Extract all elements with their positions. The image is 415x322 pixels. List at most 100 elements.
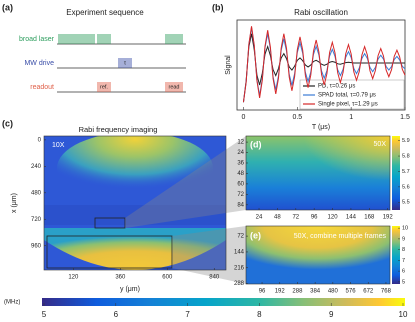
colorbar-label: 5 bbox=[42, 310, 47, 319]
x-tick-label: 192 bbox=[275, 289, 286, 295]
y-tick-label: 240 bbox=[31, 164, 42, 170]
colorbar-label: 6 bbox=[114, 310, 119, 319]
x-tick-label: 840 bbox=[209, 275, 220, 281]
colorbar-label: 5.9 bbox=[402, 138, 410, 144]
colorbar-label: 7 bbox=[185, 310, 190, 319]
x-tick-label: 384 bbox=[310, 289, 321, 295]
zoom-box-d bbox=[94, 217, 126, 229]
pulse bbox=[58, 34, 95, 44]
y-tick-label: 288 bbox=[234, 281, 245, 287]
panel-label: (e) bbox=[250, 230, 261, 240]
x-tick-label: 360 bbox=[115, 275, 126, 281]
x-tick-label: 0.5 bbox=[292, 114, 302, 121]
pulse bbox=[118, 58, 132, 68]
colorbar-label: 6 bbox=[402, 269, 405, 275]
panel-label: (b) bbox=[212, 2, 224, 12]
x-tick-label: 144 bbox=[346, 215, 357, 221]
x-tick-label: 600 bbox=[162, 275, 173, 281]
y-axis-label: Signal bbox=[225, 55, 232, 75]
colorbar-label: 9 bbox=[329, 310, 334, 319]
y-tick-label: 36 bbox=[237, 161, 244, 167]
colorbar-label: 5.5 bbox=[402, 200, 410, 206]
x-tick-label: 120 bbox=[328, 215, 339, 221]
panel-label: (c) bbox=[2, 118, 13, 128]
colorbar-d bbox=[392, 136, 400, 210]
pulse-label: ref. bbox=[100, 84, 108, 90]
x-tick-label: 1 bbox=[349, 114, 353, 121]
y-tick-label: 144 bbox=[234, 250, 245, 256]
colorbar-label: 5.6 bbox=[402, 184, 410, 190]
x-tick-label: 0 bbox=[242, 114, 246, 121]
y-tick-label: 0 bbox=[38, 137, 42, 143]
rabi-image-d bbox=[246, 136, 390, 210]
series-line bbox=[242, 26, 406, 103]
pulse bbox=[165, 82, 183, 92]
x-tick-label: 288 bbox=[292, 289, 303, 295]
rabi-image-e bbox=[246, 226, 390, 284]
zoom-connector bbox=[172, 226, 246, 284]
x-axis-label: y (μm) bbox=[120, 286, 140, 293]
colorbar-unit: (MHz) bbox=[4, 300, 20, 306]
y-tick-label: 216 bbox=[234, 265, 245, 271]
x-tick-label: 768 bbox=[381, 289, 392, 295]
y-tick-label: 480 bbox=[31, 190, 42, 196]
colorbar-label: 10 bbox=[402, 226, 408, 232]
colorbar-label: 5.7 bbox=[402, 169, 410, 175]
x-tick-label: 192 bbox=[383, 215, 394, 221]
colorbar-label: 10 bbox=[399, 310, 408, 319]
magnification: 50X bbox=[374, 141, 387, 148]
x-tick-label: 96 bbox=[311, 215, 318, 221]
magnification: 10X bbox=[52, 142, 65, 149]
legend-box bbox=[299, 79, 405, 110]
y-tick-label: 84 bbox=[237, 202, 244, 208]
pulse bbox=[97, 82, 111, 92]
pulse bbox=[97, 34, 111, 44]
colorbar-label: 5.8 bbox=[402, 153, 410, 159]
colorbar-label: 7 bbox=[402, 258, 405, 264]
x-tick-label: 24 bbox=[256, 215, 263, 221]
image-frame bbox=[245, 225, 391, 285]
series-line bbox=[242, 33, 405, 103]
x-tick-label: 72 bbox=[292, 215, 299, 221]
rabi-image-10x bbox=[44, 136, 226, 270]
colorbar-label: 9 bbox=[402, 236, 405, 242]
x-tick-label: 120 bbox=[68, 275, 79, 281]
y-tick-label: 60 bbox=[237, 181, 244, 187]
panel-label: (a) bbox=[2, 2, 13, 12]
y-tick-label: 72 bbox=[237, 192, 244, 198]
x-tick-label: 96 bbox=[259, 289, 266, 295]
x-tick-label: 576 bbox=[346, 289, 357, 295]
x-tick-label: 168 bbox=[364, 215, 375, 221]
x-tick-label: 48 bbox=[274, 215, 281, 221]
pulse-label: τ bbox=[124, 60, 127, 66]
pulse-label: read bbox=[168, 84, 179, 90]
legend-label: Single pixel, τ=1.29 μs bbox=[318, 102, 378, 108]
zoom-connector bbox=[125, 136, 246, 228]
x-tick-label: 1.5 bbox=[400, 114, 410, 121]
image-frame bbox=[43, 135, 227, 271]
legend-label: SPAD total, τ=0.79 μs bbox=[318, 93, 376, 99]
y-tick-label: 720 bbox=[31, 217, 42, 223]
image-frame bbox=[245, 135, 391, 211]
colorbar-label: 8 bbox=[257, 310, 262, 319]
chart-title: Rabi oscillation bbox=[294, 8, 348, 17]
magnification: 50X, combine multiple frames bbox=[294, 233, 387, 240]
colorbar-label: 5 bbox=[402, 279, 405, 285]
legend-label: PD, τ=0.26 μs bbox=[318, 84, 355, 90]
colorbar-label: 8 bbox=[402, 247, 405, 253]
panel-label: (d) bbox=[250, 139, 262, 149]
imaging-title: Rabi frequency imaging bbox=[79, 125, 158, 134]
y-axis-label: x (μm) bbox=[11, 193, 18, 213]
row-label: readout bbox=[30, 84, 54, 91]
y-tick-label: 12 bbox=[237, 140, 244, 146]
pulse bbox=[165, 34, 183, 44]
x-tick-label: 672 bbox=[363, 289, 374, 295]
x-axis-label: T (μs) bbox=[312, 124, 330, 131]
y-tick-label: 960 bbox=[31, 243, 42, 249]
row-label: MW drive bbox=[24, 60, 54, 67]
x-tick-label: 480 bbox=[328, 289, 339, 295]
colorbar-e bbox=[392, 226, 400, 284]
zoom-box-e bbox=[46, 235, 173, 269]
